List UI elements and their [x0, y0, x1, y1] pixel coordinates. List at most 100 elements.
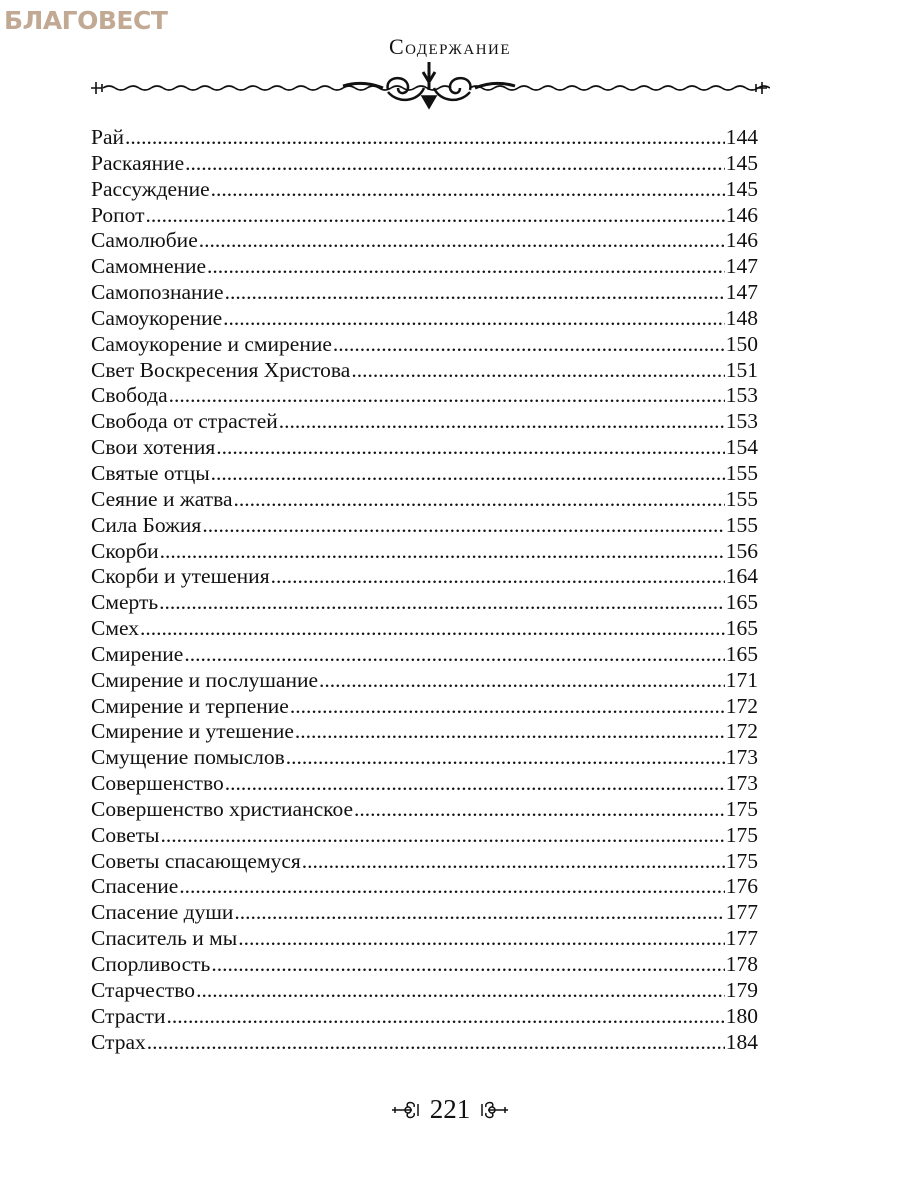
toc-entry-label: Советы спасающемуся [91, 848, 301, 873]
toc-entry[interactable]: Советы спасающемуся 175 [91, 849, 758, 875]
dot-leader [159, 590, 725, 616]
toc-entry-page: 172 [725, 719, 758, 744]
dot-leader [238, 926, 725, 952]
toc-entry[interactable]: Святые отцы 155 [91, 461, 758, 487]
toc-entry-label: Свобода от страстей [91, 409, 278, 434]
toc-entry[interactable]: Спаситель и мы 177 [91, 926, 758, 952]
toc-entry[interactable]: Смирение и утешение 172 [91, 719, 758, 745]
dot-leader [140, 616, 725, 642]
toc-entry-label: Рассуждение [91, 176, 210, 201]
toc-entry[interactable]: Самомнение 147 [91, 254, 758, 280]
toc-entry-page: 175 [725, 822, 758, 847]
toc-entry[interactable]: Свои хотения 154 [91, 435, 758, 461]
toc-entry-page: 175 [725, 848, 758, 873]
dot-leader [161, 823, 725, 849]
toc-entry[interactable]: Смущение помыслов 173 [91, 745, 758, 771]
toc-entry[interactable]: Скорби и утешения 164 [91, 564, 758, 590]
page-number: 221 [429, 1094, 471, 1124]
toc-entry-label: Самолюбие [91, 228, 198, 253]
toc-entry-page: 150 [725, 331, 758, 356]
toc-entry-page: 180 [725, 1003, 758, 1028]
toc-entry[interactable]: Рассуждение 145 [91, 177, 758, 203]
toc-entry-page: 154 [725, 435, 758, 460]
dot-leader [160, 539, 725, 565]
toc-entry[interactable]: Совершенство христианское 175 [91, 797, 758, 823]
toc-entry-page: 148 [725, 305, 758, 330]
toc-entry-page: 146 [725, 228, 758, 253]
toc-entry-label: Раскаяние [91, 150, 185, 175]
toc-entry-label: Спасение души [91, 900, 234, 925]
toc-entry-label: Спаситель и мы [91, 926, 238, 951]
toc-entry-label: Совершенство [91, 771, 224, 796]
toc-entry[interactable]: Смех 165 [91, 616, 758, 642]
toc-entry[interactable]: Смирение и терпение 172 [91, 694, 758, 720]
toc-entry-label: Смущение помыслов [91, 745, 285, 770]
toc-entry-page: 146 [725, 202, 758, 227]
dot-leader [207, 254, 725, 280]
dot-leader [216, 435, 725, 461]
toc-entry-label: Ропот [91, 202, 145, 227]
dot-leader [211, 177, 725, 203]
dot-leader [295, 719, 725, 745]
toc-entry[interactable]: Смерть 165 [91, 590, 758, 616]
toc-entry-page: 177 [725, 926, 758, 951]
dot-leader [125, 125, 725, 151]
toc-entry-label: Смирение и утешение [91, 719, 294, 744]
toc-entry-label: Советы [91, 822, 160, 847]
toc-entry-page: 155 [725, 512, 758, 537]
toc-entry[interactable]: Сила Божия 155 [91, 513, 758, 539]
toc-entry-label: Страсти [91, 1003, 166, 1028]
toc-entry[interactable]: Спасение души 177 [91, 900, 758, 926]
toc-entry-label: Самопознание [91, 280, 224, 305]
dot-leader [223, 306, 725, 332]
toc-entry-page: 173 [725, 745, 758, 770]
toc-entry-label: Сеяние и жатва [91, 486, 233, 511]
dot-leader [354, 797, 725, 823]
toc-entry-page: 155 [725, 460, 758, 485]
toc-entry[interactable]: Самопознание 147 [91, 280, 758, 306]
toc-entry-label: Страх [91, 1029, 146, 1054]
toc-entry[interactable]: Сеяние и жатва 155 [91, 487, 758, 513]
toc-entry[interactable]: Самоукорение 148 [91, 306, 758, 332]
dot-leader [211, 461, 725, 487]
toc-entry[interactable]: Советы 175 [91, 823, 758, 849]
dot-leader [179, 874, 724, 900]
dot-leader [225, 771, 725, 797]
dot-leader [202, 513, 724, 539]
toc-entry[interactable]: Раскаяние 145 [91, 151, 758, 177]
toc-entry-label: Смирение [91, 641, 184, 666]
toc-entry[interactable]: Старчество 179 [91, 978, 758, 1004]
toc-entry-label: Смех [91, 616, 139, 641]
toc-entry[interactable]: Страх 184 [91, 1030, 758, 1056]
dot-leader [169, 383, 725, 409]
toc-entry-page: 172 [725, 693, 758, 718]
toc-entry-page: 178 [725, 952, 758, 976]
dot-leader [184, 642, 724, 668]
toc-entry[interactable]: Смирение 165 [91, 642, 758, 668]
toc-entry[interactable]: Страсти 180 [91, 1004, 758, 1030]
toc-entry[interactable]: Смирение и послушание 171 [91, 668, 758, 694]
toc-entry-page: 171 [725, 667, 758, 692]
toc-entry[interactable]: Спасение 176 [91, 874, 758, 900]
toc-entry-page: 151 [725, 357, 758, 382]
toc-entry[interactable]: Свет Воскресения Христова 151 [91, 358, 758, 384]
toc-entry[interactable]: Свобода 153 [91, 383, 758, 409]
toc-entry-page: 165 [725, 641, 758, 666]
toc-entry[interactable]: Скорби 156 [91, 539, 758, 565]
page-footer: 221 [0, 1094, 900, 1125]
toc-entry-page: 179 [725, 977, 758, 1002]
toc-entry[interactable]: Ропот 146 [91, 203, 758, 229]
toc-entry[interactable]: Спорливость 178 [91, 952, 758, 978]
toc-entry[interactable]: Самоукорение и смирение 150 [91, 332, 758, 358]
dot-leader [234, 900, 724, 926]
toc-entry[interactable]: Самолюбие 146 [91, 228, 758, 254]
toc-entry[interactable]: Свобода от страстей 153 [91, 409, 758, 435]
dot-leader [279, 409, 725, 435]
toc-entry[interactable]: Рай 144 [91, 125, 758, 151]
toc-entry-page: 177 [725, 900, 758, 925]
toc-entry[interactable]: Совершенство 173 [91, 771, 758, 797]
toc-entry-page: 144 [725, 125, 758, 149]
toc-entry-label: Самоукорение [91, 305, 223, 330]
dot-leader [319, 668, 725, 694]
toc-entry-page: 147 [725, 254, 758, 279]
